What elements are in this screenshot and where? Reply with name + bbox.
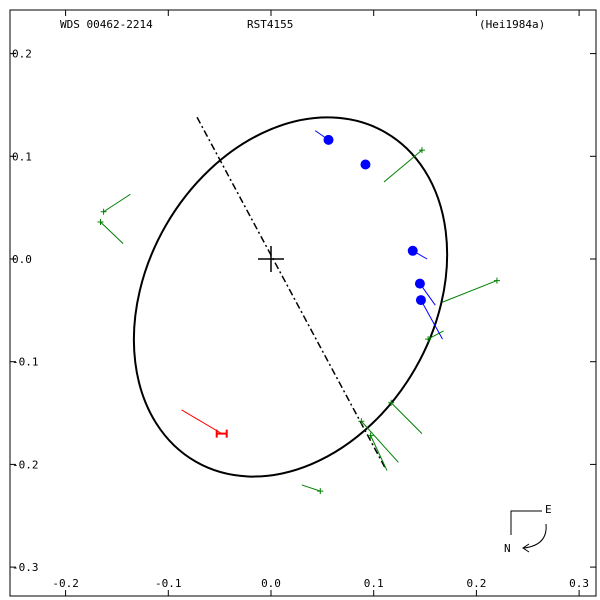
x-tick-label: -0.2 [52, 577, 79, 590]
green-plus-marker [367, 432, 374, 439]
blue-dot-marker [323, 134, 334, 145]
blue-dot-marker [414, 278, 425, 289]
green-plus-marker [317, 488, 324, 495]
compass-arrow-arc [523, 523, 547, 549]
plot-frame [9, 9, 597, 597]
compass-arrow-head [522, 543, 530, 553]
green-plus-marker [425, 336, 432, 343]
green-residual [383, 149, 423, 183]
x-tick-label: -0.1 [155, 577, 182, 590]
green-residual [427, 330, 444, 340]
y-tick-label: -0.3 [12, 561, 39, 574]
blue-dot-marker [415, 295, 426, 306]
x-tick-label: 0.1 [364, 577, 384, 590]
compass-north-label: N [504, 542, 511, 555]
y-tick-label: -0.1 [12, 356, 39, 369]
red-marker [215, 429, 228, 438]
y-tick-label: 0.2 [12, 48, 32, 61]
green-residual [301, 484, 321, 492]
green-plus-marker [97, 219, 104, 226]
observation-markers [97, 134, 500, 495]
green-residual [390, 402, 423, 434]
red-residual [181, 409, 222, 435]
compass-indicator: E N [504, 503, 552, 555]
orbit-layer [132, 116, 449, 478]
green-residual [100, 221, 124, 244]
blue-dot-marker [360, 159, 371, 170]
header-wds-id: WDS 00462-2214 [60, 18, 153, 31]
axis-ticks: -0.2 -0.1 0.0 0.1 0.2 0.3 0.2 0.1 0.0 -0.1 -0.2 -0.… [10, 10, 596, 596]
green-residual [361, 420, 399, 463]
green-plus-marker [418, 147, 425, 154]
y-tick-label: -0.2 [12, 458, 39, 471]
green-residual [442, 280, 498, 303]
compass-east-arm [510, 510, 542, 535]
header-reference: (Hei1984a) [479, 18, 545, 31]
green-plus-marker [358, 418, 365, 425]
green-plus-marker [100, 208, 107, 215]
y-tick-label: 0.0 [12, 253, 32, 266]
orbit-ellipse [132, 116, 449, 478]
green-plus-marker [493, 277, 500, 284]
y-tick-label: 0.1 [12, 150, 32, 163]
x-tick-label: 0.0 [261, 577, 281, 590]
line-of-nodes [196, 116, 387, 470]
blue-dot-marker [407, 245, 418, 256]
x-tick-label: 0.3 [569, 577, 589, 590]
blue-residual [420, 299, 443, 340]
green-plus-marker [388, 399, 395, 406]
compass-east-label: E [545, 503, 552, 516]
green-residual [370, 435, 388, 471]
header-discoverer-code: RST4155 [247, 18, 293, 31]
x-tick-label: 0.2 [466, 577, 486, 590]
green-residual [103, 193, 131, 213]
